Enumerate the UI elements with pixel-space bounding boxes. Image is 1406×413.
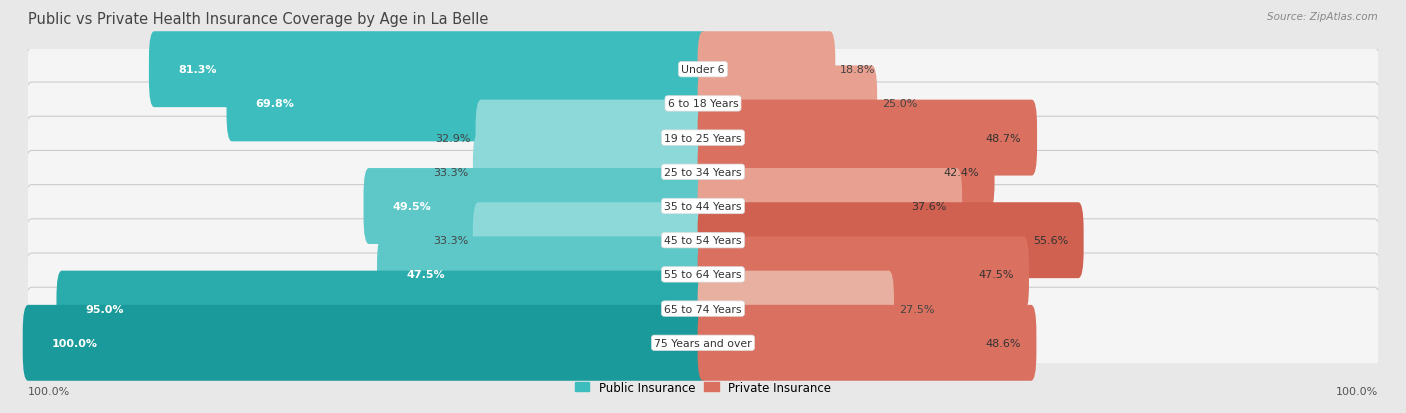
Text: 35 to 44 Years: 35 to 44 Years <box>664 202 742 211</box>
Text: Under 6: Under 6 <box>682 65 724 75</box>
Text: 47.5%: 47.5% <box>979 270 1014 280</box>
Text: 55.6%: 55.6% <box>1033 236 1069 246</box>
FancyBboxPatch shape <box>697 237 1029 313</box>
Text: 81.3%: 81.3% <box>179 65 217 75</box>
FancyBboxPatch shape <box>24 14 1382 126</box>
Text: 95.0%: 95.0% <box>86 304 124 314</box>
FancyBboxPatch shape <box>22 305 709 381</box>
Text: 18.8%: 18.8% <box>839 65 876 75</box>
FancyBboxPatch shape <box>24 117 1382 228</box>
Text: 33.3%: 33.3% <box>433 167 468 177</box>
Text: 49.5%: 49.5% <box>392 202 432 211</box>
FancyBboxPatch shape <box>24 254 1382 364</box>
Text: 100.0%: 100.0% <box>52 338 98 348</box>
Text: 37.6%: 37.6% <box>911 202 946 211</box>
Text: 100.0%: 100.0% <box>28 387 70 396</box>
FancyBboxPatch shape <box>226 66 709 142</box>
Text: Source: ZipAtlas.com: Source: ZipAtlas.com <box>1267 12 1378 22</box>
Text: 33.3%: 33.3% <box>433 236 468 246</box>
Text: 47.5%: 47.5% <box>406 270 444 280</box>
Text: 69.8%: 69.8% <box>256 99 294 109</box>
FancyBboxPatch shape <box>472 135 709 210</box>
FancyBboxPatch shape <box>697 135 994 210</box>
FancyBboxPatch shape <box>377 237 709 313</box>
Text: 100.0%: 100.0% <box>1336 387 1378 396</box>
FancyBboxPatch shape <box>472 203 709 278</box>
Text: 75 Years and over: 75 Years and over <box>654 338 752 348</box>
Text: 55 to 64 Years: 55 to 64 Years <box>664 270 742 280</box>
Text: 48.6%: 48.6% <box>986 338 1021 348</box>
FancyBboxPatch shape <box>697 271 894 347</box>
FancyBboxPatch shape <box>149 32 709 108</box>
Text: 45 to 54 Years: 45 to 54 Years <box>664 236 742 246</box>
FancyBboxPatch shape <box>697 66 877 142</box>
FancyBboxPatch shape <box>697 32 835 108</box>
Text: 27.5%: 27.5% <box>898 304 934 314</box>
FancyBboxPatch shape <box>24 49 1382 159</box>
Text: 42.4%: 42.4% <box>943 167 979 177</box>
FancyBboxPatch shape <box>24 185 1382 296</box>
FancyBboxPatch shape <box>475 100 709 176</box>
FancyBboxPatch shape <box>56 271 709 347</box>
Text: 6 to 18 Years: 6 to 18 Years <box>668 99 738 109</box>
FancyBboxPatch shape <box>24 151 1382 262</box>
FancyBboxPatch shape <box>364 169 709 244</box>
FancyBboxPatch shape <box>697 203 1084 278</box>
FancyBboxPatch shape <box>24 287 1382 399</box>
Text: Public vs Private Health Insurance Coverage by Age in La Belle: Public vs Private Health Insurance Cover… <box>28 12 488 27</box>
Text: 25 to 34 Years: 25 to 34 Years <box>664 167 742 177</box>
Text: 19 to 25 Years: 19 to 25 Years <box>664 133 742 143</box>
FancyBboxPatch shape <box>697 169 962 244</box>
Text: 48.7%: 48.7% <box>986 133 1022 143</box>
FancyBboxPatch shape <box>24 219 1382 330</box>
Legend: Public Insurance, Private Insurance: Public Insurance, Private Insurance <box>571 376 835 399</box>
FancyBboxPatch shape <box>24 83 1382 194</box>
FancyBboxPatch shape <box>697 100 1038 176</box>
Text: 32.9%: 32.9% <box>436 133 471 143</box>
FancyBboxPatch shape <box>697 305 1036 381</box>
Text: 65 to 74 Years: 65 to 74 Years <box>664 304 742 314</box>
Text: 25.0%: 25.0% <box>882 99 917 109</box>
